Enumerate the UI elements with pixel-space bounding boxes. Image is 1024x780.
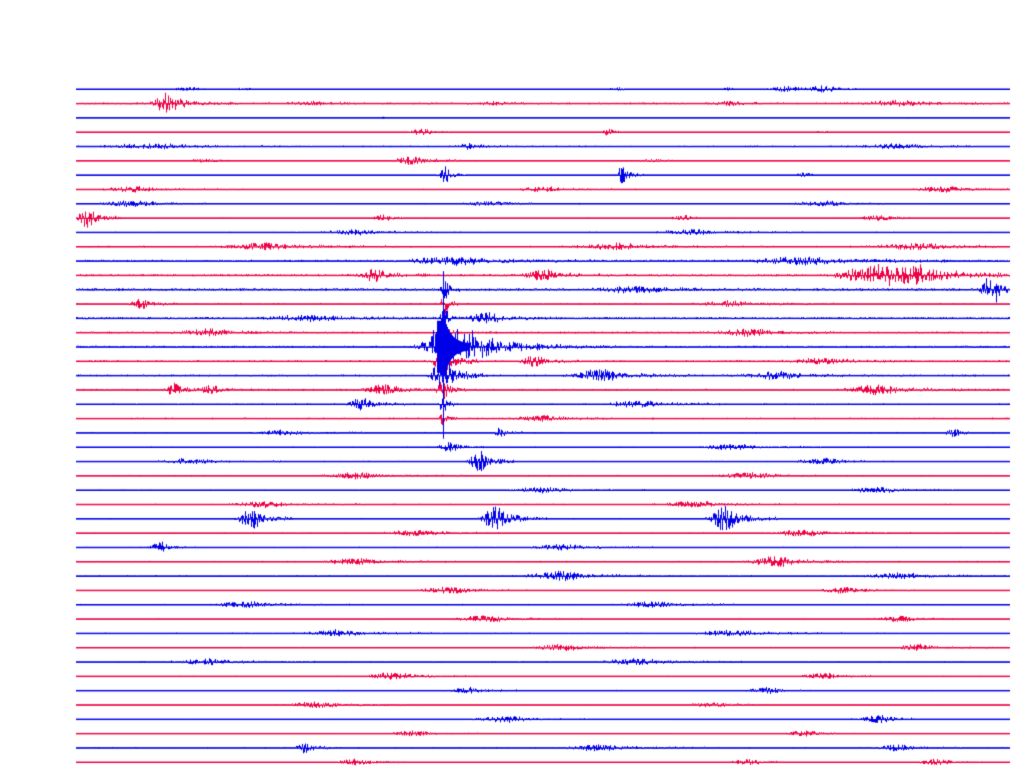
seismogram-traces	[0, 0, 1024, 780]
helicorder-page: HL Kozani 2013-11-28 Applied filter: WWS…	[0, 0, 1024, 780]
